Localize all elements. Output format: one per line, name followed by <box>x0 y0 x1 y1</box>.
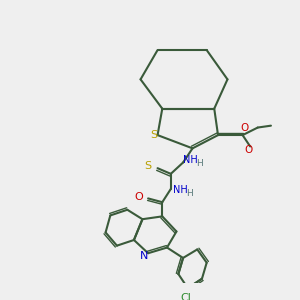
Text: S: S <box>150 130 157 140</box>
Text: S: S <box>145 161 152 171</box>
Text: N: N <box>140 251 148 261</box>
Text: H: H <box>196 159 202 168</box>
Text: Cl: Cl <box>181 292 191 300</box>
Text: O: O <box>244 145 252 155</box>
Text: O: O <box>134 191 143 202</box>
Text: NH: NH <box>183 155 198 165</box>
Text: NH: NH <box>173 185 188 195</box>
Text: H: H <box>186 189 193 198</box>
Text: O: O <box>240 124 249 134</box>
